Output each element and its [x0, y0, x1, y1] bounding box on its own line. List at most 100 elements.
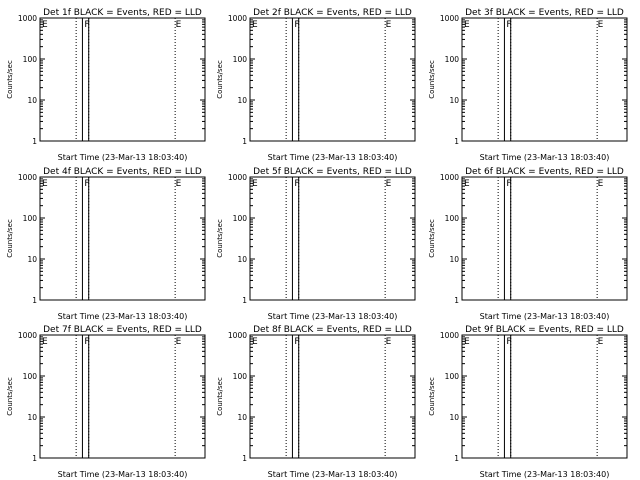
y-tick-label: 100	[445, 55, 460, 64]
x-axis-label: Start Time (23-Mar-13 18:03:40)	[480, 153, 610, 162]
flag-label: E	[176, 20, 182, 30]
x-axis-label: Start Time (23-Mar-13 18:03:40)	[480, 312, 610, 321]
y-tick-label: 1	[454, 137, 459, 146]
y-tick-label: 10	[449, 96, 459, 105]
y-tick-label: 10	[27, 96, 37, 105]
flag-label: E	[464, 20, 470, 30]
y-tick-label: 1000	[228, 14, 247, 23]
flag-label: F	[506, 179, 511, 189]
flag-label: E	[176, 179, 182, 189]
x-axis-label: Start Time (23-Mar-13 18:03:40)	[58, 470, 188, 479]
chart-title: Det 3f BLACK = Events, RED = LLD	[465, 8, 624, 18]
chart-title: Det 6f BLACK = Events, RED = LLD	[465, 167, 624, 177]
y-axis-label: Counts/sec	[428, 219, 436, 258]
x-axis-label: Start Time (23-Mar-13 18:03:40)	[58, 153, 188, 162]
y-axis-label: Counts/sec	[6, 219, 14, 258]
flag-label: F	[294, 20, 299, 30]
chart-title: Det 4f BLACK = Events, RED = LLD	[43, 167, 202, 177]
flag-label: E	[252, 337, 258, 347]
chart-title: Det 7f BLACK = Events, RED = LLD	[43, 325, 202, 335]
y-tick-label: 1000	[18, 331, 37, 340]
y-tick-label: 100	[233, 372, 248, 381]
y-tick-label: 10	[237, 96, 247, 105]
flag-label: E	[598, 20, 604, 30]
plot-frame	[39, 176, 206, 301]
plot-frame	[461, 176, 628, 301]
plot-frame	[249, 176, 416, 301]
flag-label: E	[598, 179, 604, 189]
plot-frame	[461, 334, 628, 459]
y-tick-label: 1000	[18, 173, 37, 182]
y-axis-label: Counts/sec	[6, 60, 14, 99]
y-tick-label: 100	[23, 55, 38, 64]
y-tick-label: 10	[449, 413, 459, 422]
y-tick-label: 100	[233, 55, 248, 64]
y-tick-label: 1	[32, 454, 37, 463]
x-axis-label: Start Time (23-Mar-13 18:03:40)	[268, 312, 398, 321]
y-tick-label: 1	[32, 296, 37, 305]
chart-title: Det 8f BLACK = Events, RED = LLD	[253, 325, 412, 335]
y-tick-label: 10	[27, 255, 37, 264]
plot-frame	[249, 17, 416, 142]
x-axis-label: Start Time (23-Mar-13 18:03:40)	[268, 470, 398, 479]
chart-panel: Det 5f BLACK = Events, RED = LLD 1 10 100 10…	[216, 167, 416, 321]
y-tick-label: 1000	[18, 14, 37, 23]
y-tick-label: 1000	[228, 331, 247, 340]
chart-panel: Det 7f BLACK = Events, RED = LLD 1 10 100 10…	[6, 325, 206, 479]
chart-panel: Det 3f BLACK = Events, RED = LLD 1 10 100 10…	[428, 8, 628, 162]
y-tick-label: 10	[237, 255, 247, 264]
y-tick-label: 1	[242, 454, 247, 463]
y-axis-label: Counts/sec	[216, 377, 224, 416]
chart-title: Det 2f BLACK = Events, RED = LLD	[253, 8, 412, 18]
plot-frame	[461, 17, 628, 142]
y-axis-label: Counts/sec	[428, 60, 436, 99]
plot-frame	[39, 17, 206, 142]
y-tick-label: 100	[23, 214, 38, 223]
chart-panel: Det 6f BLACK = Events, RED = LLD 1 10 100 10…	[428, 167, 628, 321]
flag-label: E	[386, 337, 392, 347]
chart-panel: Det 8f BLACK = Events, RED = LLD 1 10 100 10…	[216, 325, 416, 479]
plot-frame	[39, 334, 206, 459]
flag-label: E	[42, 179, 48, 189]
y-tick-label: 1000	[440, 173, 459, 182]
y-axis-label: Counts/sec	[6, 377, 14, 416]
flag-label: E	[42, 20, 48, 30]
y-tick-label: 1	[454, 296, 459, 305]
y-tick-label: 1000	[228, 173, 247, 182]
y-axis-label: Counts/sec	[216, 60, 224, 99]
y-tick-label: 1	[242, 296, 247, 305]
x-axis-label: Start Time (23-Mar-13 18:03:40)	[268, 153, 398, 162]
chart-title: Det 1f BLACK = Events, RED = LLD	[43, 8, 202, 18]
chart-title: Det 9f BLACK = Events, RED = LLD	[465, 325, 624, 335]
flag-label: F	[506, 20, 511, 30]
flag-label: E	[252, 179, 258, 189]
flag-label: F	[294, 179, 299, 189]
x-axis-label: Start Time (23-Mar-13 18:03:40)	[58, 312, 188, 321]
flag-label: E	[42, 337, 48, 347]
y-tick-label: 1000	[440, 14, 459, 23]
flag-label: E	[464, 179, 470, 189]
chart-panel: Det 1f BLACK = Events, RED = LLD 1 10 100 10…	[6, 8, 206, 162]
y-tick-label: 100	[445, 214, 460, 223]
flag-label: E	[598, 337, 604, 347]
flag-label: E	[386, 179, 392, 189]
chart-panel: Det 4f BLACK = Events, RED = LLD 1 10 100 10…	[6, 167, 206, 321]
plot-frame	[249, 334, 416, 459]
flag-label: E	[464, 337, 470, 347]
y-tick-label: 100	[445, 372, 460, 381]
y-tick-label: 100	[233, 214, 248, 223]
y-tick-label: 1	[242, 137, 247, 146]
flag-label: F	[506, 337, 511, 347]
flag-label: F	[84, 337, 89, 347]
flag-label: E	[386, 20, 392, 30]
y-tick-label: 10	[449, 255, 459, 264]
y-axis-label: Counts/sec	[216, 219, 224, 258]
y-tick-label: 10	[237, 413, 247, 422]
y-axis-label: Counts/sec	[428, 377, 436, 416]
chart-title: Det 5f BLACK = Events, RED = LLD	[253, 167, 412, 177]
flag-label: F	[84, 20, 89, 30]
chart-panel: Det 9f BLACK = Events, RED = LLD 1 10 100 10…	[428, 325, 628, 479]
flag-label: E	[252, 20, 258, 30]
y-tick-label: 100	[23, 372, 38, 381]
y-tick-label: 1	[32, 137, 37, 146]
